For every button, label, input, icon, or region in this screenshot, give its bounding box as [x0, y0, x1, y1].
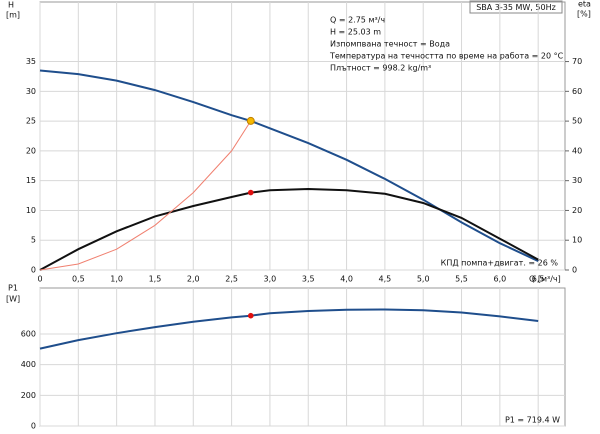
- y-tick-label: 35: [26, 57, 36, 66]
- y-tick-label: 400: [21, 360, 36, 369]
- x-tick-label: 2,5: [225, 275, 238, 284]
- y-tick-label: 5: [31, 236, 36, 245]
- y-tick-label: 25: [26, 117, 36, 126]
- x-tick-label: 0,5: [72, 275, 85, 284]
- plot-area: [39, 287, 566, 427]
- x-tick-label: 0: [37, 275, 42, 284]
- y2-tick-label: 20: [572, 206, 582, 215]
- curve: [39, 120, 252, 271]
- annotation: Плътност = 998.2 kg/m³: [330, 64, 431, 73]
- y2-tick-label: 10: [572, 236, 582, 245]
- efficiency-label: КПД помпа+двигат. = 26 %: [441, 259, 559, 268]
- x-tick-label: 4,0: [340, 275, 353, 284]
- x-tick-label: 1,5: [149, 275, 162, 284]
- y-tick-label: 600: [21, 330, 36, 339]
- annotation: Температура на течността по време на раб…: [329, 52, 564, 61]
- y-label: H: [8, 1, 14, 10]
- x-tick-label: 3,0: [264, 275, 277, 284]
- x-tick-label: 6,5: [532, 275, 545, 284]
- annotation: H = 25.03 m: [330, 28, 381, 37]
- x-tick-label: 3,5: [302, 275, 315, 284]
- x-tick-label: 2,0: [187, 275, 200, 284]
- y-tick-label: 0: [31, 422, 36, 431]
- annotation: Изпомпвана течност = Вода: [330, 40, 450, 49]
- y2-tick-label: 60: [572, 87, 582, 96]
- x-tick-label: 1,0: [110, 275, 123, 284]
- header: SBA 3-35 MW, 50Hz: [476, 3, 556, 12]
- y2-tick-label: 30: [572, 176, 582, 185]
- x-tick-label: 5,5: [455, 275, 468, 284]
- curve: [39, 69, 539, 263]
- y-tick-label: 0: [31, 266, 36, 275]
- curve: [39, 187, 539, 271]
- y2-tick-label: 40: [572, 146, 582, 155]
- duty-point: [246, 116, 255, 125]
- y2-label: eta: [578, 0, 591, 9]
- x-tick-label: 4,5: [379, 275, 392, 284]
- y-label: P1: [8, 284, 18, 293]
- x-tick-label: 5,0: [417, 275, 430, 284]
- y-unit: [m]: [6, 11, 20, 20]
- x-tick-label: 6,0: [493, 275, 506, 284]
- y-tick-label: 10: [26, 206, 36, 215]
- y-tick-label: 20: [26, 146, 36, 155]
- power-label: P1 = 719.4 W: [505, 416, 560, 425]
- y-tick-label: 200: [21, 391, 36, 400]
- y2-tick-label: 0: [572, 266, 577, 275]
- y-tick-label: 15: [26, 176, 36, 185]
- annotation: Q = 2.75 м³/ч: [330, 16, 385, 25]
- efficiency-point: [247, 189, 254, 196]
- y2-tick-label: 50: [572, 117, 582, 126]
- y2-tick-label: 70: [572, 57, 582, 66]
- x-label: Q [м³/ч]: [529, 275, 561, 284]
- duty-point: [247, 312, 254, 319]
- header-box: [469, 0, 563, 14]
- y-tick-label: 30: [26, 87, 36, 96]
- y-unit: [W]: [6, 295, 20, 304]
- curve: [39, 308, 539, 350]
- y2-unit: [%]: [577, 10, 591, 19]
